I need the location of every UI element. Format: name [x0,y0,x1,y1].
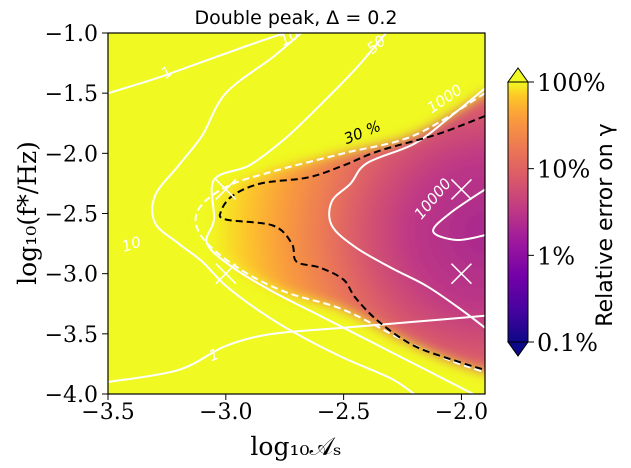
fiducial-marker-3 [450,263,472,285]
x-tick-label: −2.0 [435,400,488,425]
snr-contour-50-3 [205,33,474,394]
colorbar-extend-min-arrow [507,341,529,357]
chart-title: Double peak, Δ = 0.2 [194,7,397,29]
x-tick-label: −2.5 [317,400,370,425]
fiducial-markers [215,178,472,285]
y-tick-label: −2.0 [45,142,98,167]
x-tick-label: −3.0 [199,400,252,425]
colorbar: 0.1% 1% 10% 100% Relative error on γ [507,67,618,357]
y-tick-label: −1.5 [45,82,98,107]
y-axis-label: log₁₀(f*/Hz) [13,141,42,285]
fiducial-marker-2 [450,178,472,200]
colorbar-gradient [508,82,528,342]
colorbar-extend-max-arrow [507,67,529,83]
y-tick-label: −2.5 [45,203,98,228]
y-tick-label: −4.0 [45,383,98,408]
contour-label-10-left: 10 [120,233,144,256]
y-axis-ticks: −1.0 −1.5 −2.0 −2.5 −3.0 −3.5 −4.0 [45,22,108,408]
snr-contour-1000-4 [328,87,485,329]
colorbar-tick-label: 1% [537,242,575,270]
snr-contour-10-2 [151,33,415,394]
x-axis-label: log₁₀𝒜ₛ [250,432,341,461]
colorbar-frame [507,81,529,343]
y-tick-label: −3.5 [45,323,98,348]
colorbar-tick-label: 100% [537,69,606,97]
colorbar-ticks: 0.1% 1% 10% 100% [528,69,606,357]
colorbar-label: Relative error on γ [593,123,618,326]
colorbar-tick-label: 10% [537,156,590,184]
y-tick-label: −3.0 [45,263,98,288]
snr-contour-1-1 [108,33,286,95]
colorbar-tick-label: 0.1% [537,329,598,357]
boundary-dashed-contour [194,92,485,374]
snr-contours [108,33,485,394]
error-heatmap-region [195,93,485,373]
y-tick-label: −1.0 [45,22,98,47]
snr-contour-10000-5 [432,188,485,242]
snr-contour-1-0 [108,314,485,383]
error-30-percent-contour [218,115,485,371]
fiducial-marker-1 [215,263,237,285]
x-axis-ticks: −3.5 −3.0 −2.5 −2.0 [81,394,488,425]
fiducial-marker-0 [215,178,237,200]
x-tick-label: −3.5 [81,400,134,425]
